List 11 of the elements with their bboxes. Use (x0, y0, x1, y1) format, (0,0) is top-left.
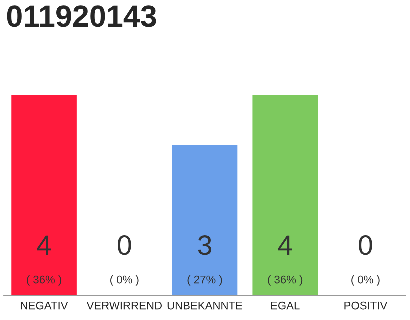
chart-title: 011920143 (7, 6, 156, 28)
data-label: 4 ( 36% ) (27, 236, 62, 286)
data-label: 0 ( 0% ) (110, 236, 139, 286)
x-tick-label: UNBEKANNTE (168, 302, 242, 310)
x-tick-label: NEGATIV (21, 302, 68, 310)
x-tick-label: POSITIV (344, 302, 388, 310)
data-label: 4 ( 36% ) (268, 236, 303, 286)
data-label: 3 ( 27% ) (188, 236, 222, 286)
x-tick-label: VERWIRREND (86, 302, 162, 310)
x-tick-label: EGAL (271, 302, 300, 310)
data-label: 0 ( 0% ) (352, 236, 380, 286)
